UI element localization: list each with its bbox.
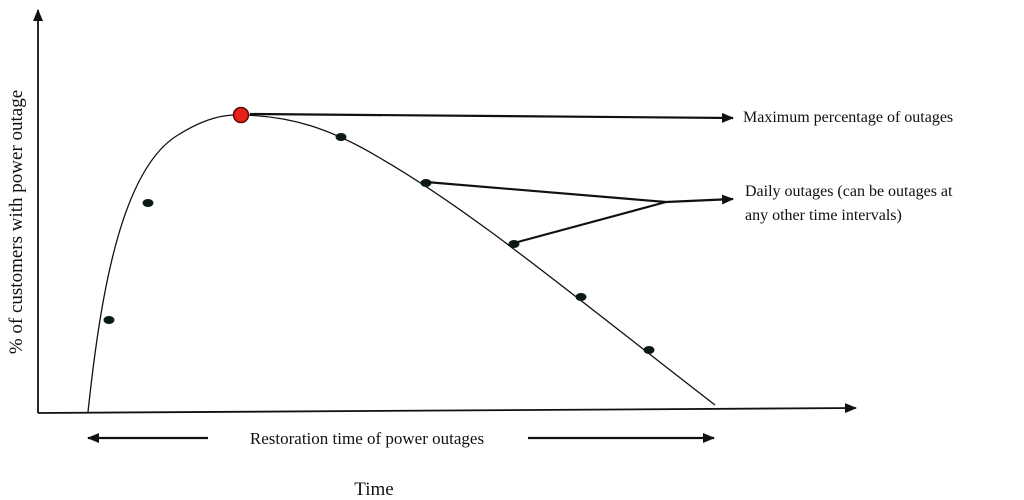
peak-point: [232, 106, 250, 124]
x-axis-title: Time: [354, 479, 393, 500]
daily-points: [103, 133, 655, 354]
daily-point: [103, 316, 115, 324]
x-axis: [37, 403, 857, 414]
daily-point: [335, 133, 347, 141]
daily-point: [142, 199, 154, 207]
max-arrow: [249, 112, 734, 123]
daily-label-line2: any other time intervals): [745, 207, 902, 224]
max-label: Maximum percentage of outages: [743, 109, 953, 126]
outage-curve: [87, 114, 716, 413]
daily-point: [643, 346, 655, 354]
daily-point: [575, 293, 587, 301]
restoration-label: Restoration time of power outages: [250, 429, 484, 448]
daily-arrow: [665, 194, 734, 205]
y-axis-title: % of customers with power outage: [6, 90, 27, 354]
daily-label-line1: Daily outages (can be outages at: [745, 183, 953, 200]
daily-connector: [425, 180, 667, 245]
